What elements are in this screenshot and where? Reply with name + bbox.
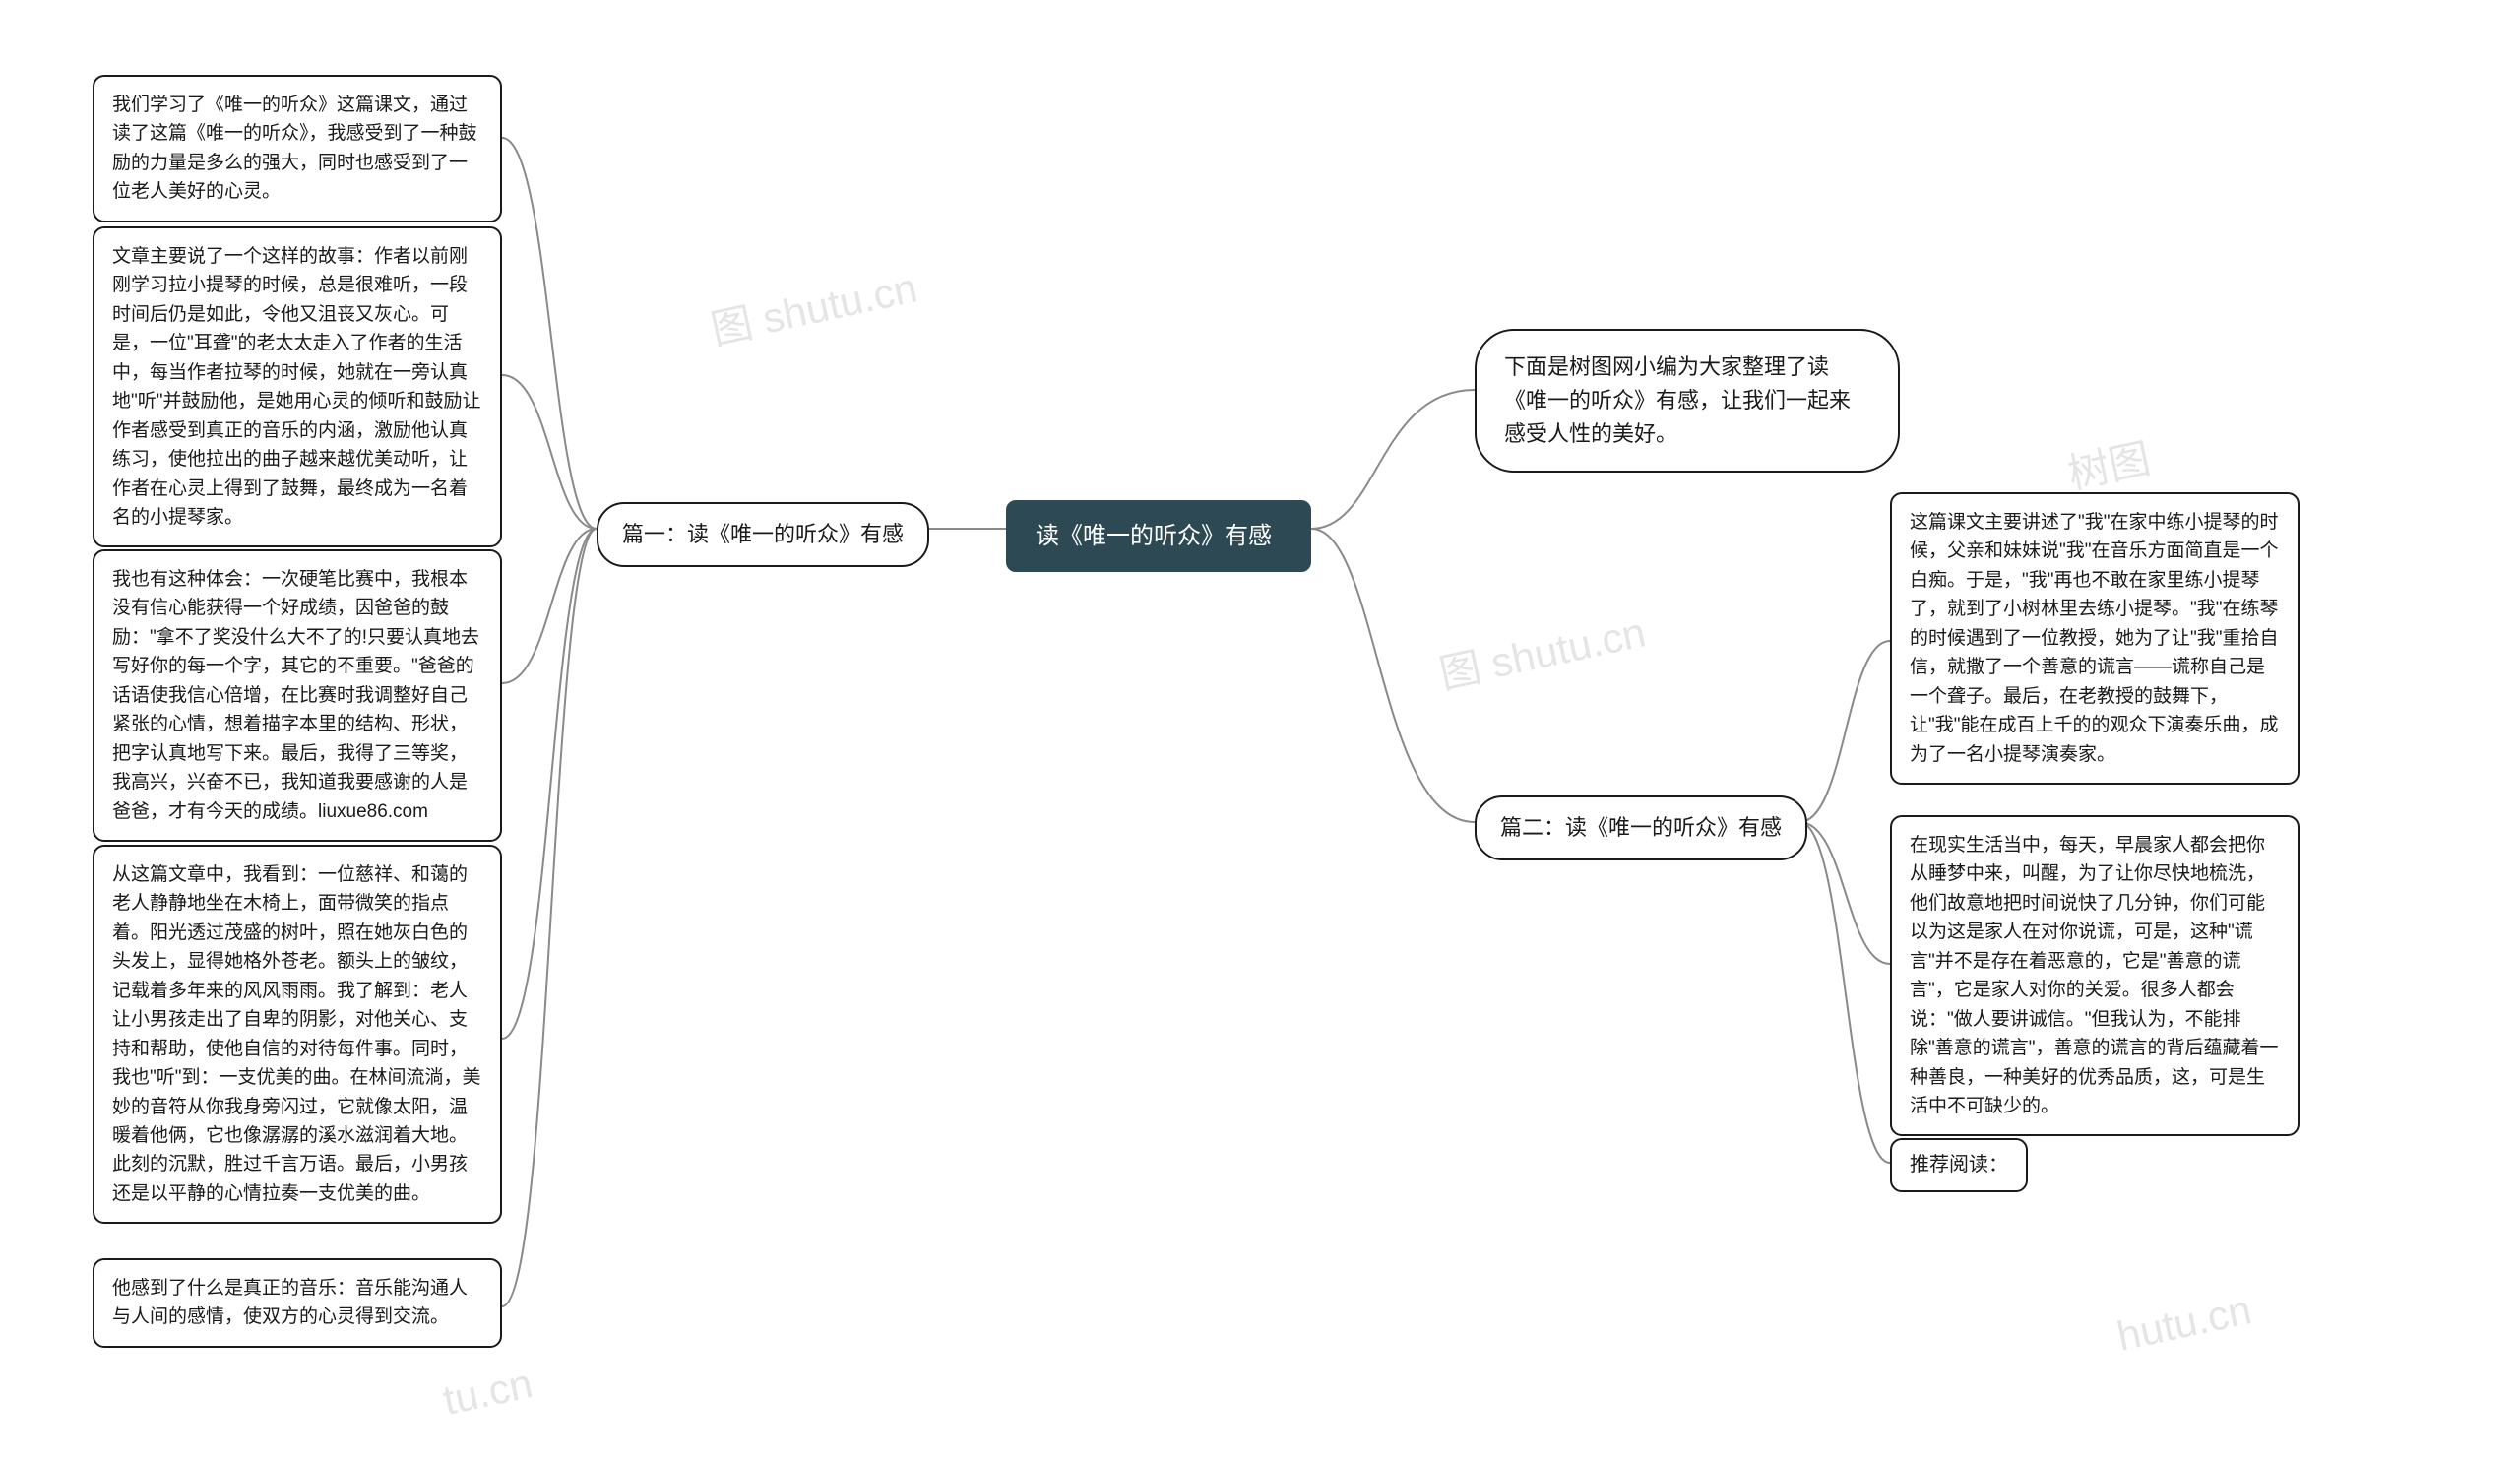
watermark: 树图 <box>2062 425 2156 501</box>
edge-left-c1 <box>502 375 597 529</box>
edge-left-c3 <box>502 529 597 1039</box>
watermark: tu.cn <box>439 1360 536 1425</box>
left-child-4[interactable]: 他感到了什么是真正的音乐：音乐能沟通人与人间的感情，使双方的心灵得到交流。 <box>93 1258 502 1348</box>
watermark: 图 shutu.cn <box>1433 600 1650 702</box>
left-child-2[interactable]: 我也有这种体会：一次硬笔比赛中，我根本没有信心能获得一个好成绩，因爸爸的鼓励："… <box>93 549 502 842</box>
right-child-0[interactable]: 这篇课文主要讲述了"我"在家中练小提琴的时候，父亲和妹妹说"我"在音乐方面简直是… <box>1890 492 2300 785</box>
watermark: hutu.cn <box>2113 1286 2256 1361</box>
right-child-1[interactable]: 在现实生活当中，每天，早晨家人都会把你从睡梦中来，叫醒，为了让你尽快地梳洗，他们… <box>1890 815 2300 1136</box>
edge-right-c2 <box>1799 822 1890 1163</box>
edge-left-c0 <box>502 138 597 529</box>
edge-root-intro <box>1311 390 1475 529</box>
watermark: 图 shutu.cn <box>705 255 921 357</box>
edge-right-c1 <box>1799 822 1890 964</box>
right-child-2[interactable]: 推荐阅读： <box>1890 1138 2028 1192</box>
edge-right-c0 <box>1799 641 1890 822</box>
right-branch[interactable]: 篇二：读《唯一的听众》有感 <box>1475 795 1807 860</box>
edge-left-c4 <box>502 529 597 1306</box>
edge-left-c2 <box>502 529 597 683</box>
edge-root-right-branch <box>1311 529 1475 822</box>
left-branch[interactable]: 篇一：读《唯一的听众》有感 <box>597 502 929 567</box>
left-child-0[interactable]: 我们学习了《唯一的听众》这篇课文，通过读了这篇《唯一的听众》，我感受到了一种鼓励… <box>93 75 502 222</box>
right-intro[interactable]: 下面是树图网小编为大家整理了读《唯一的听众》有感，让我们一起来感受人性的美好。 <box>1475 329 1900 473</box>
left-child-3[interactable]: 从这篇文章中，我看到：一位慈祥、和蔼的老人静静地坐在木椅上，面带微笑的指点着。阳… <box>93 845 502 1224</box>
center-node[interactable]: 读《唯一的听众》有感 <box>1006 500 1311 572</box>
left-child-1[interactable]: 文章主要说了一个这样的故事：作者以前刚刚学习拉小提琴的时候，总是很难听，一段时间… <box>93 226 502 547</box>
